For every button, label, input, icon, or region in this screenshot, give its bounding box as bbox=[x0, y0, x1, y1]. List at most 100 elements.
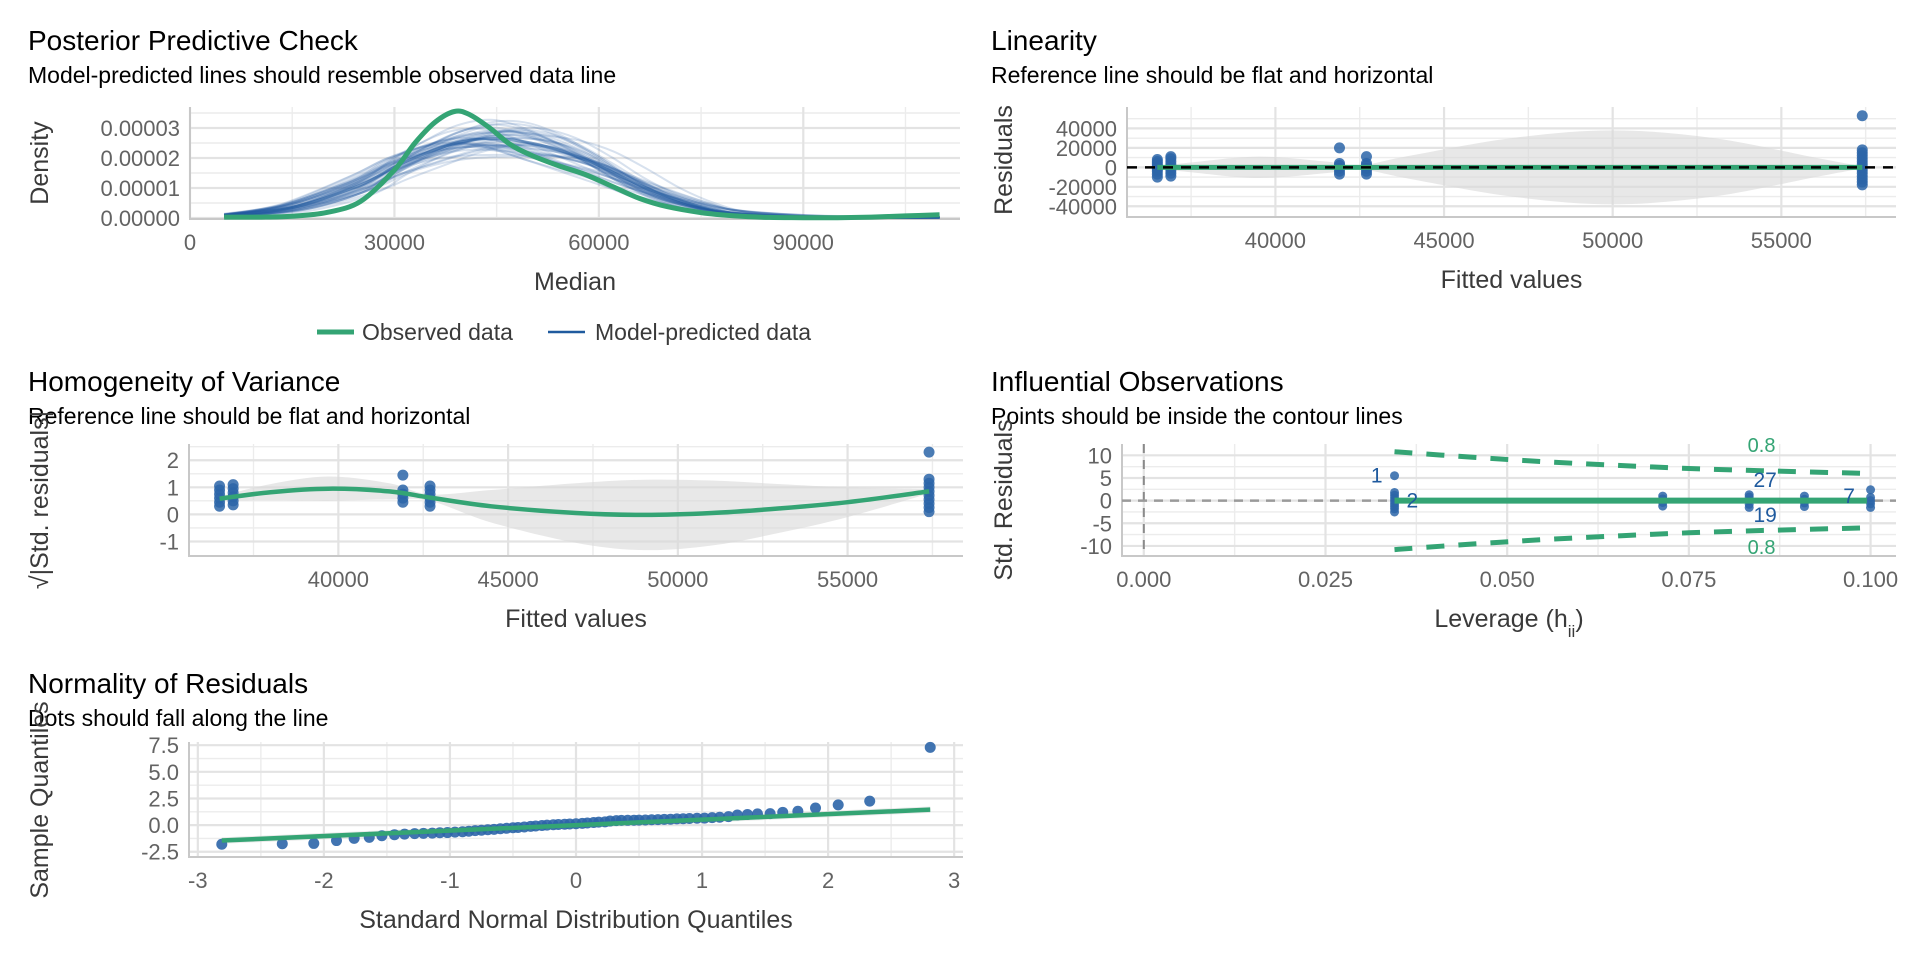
residual-point bbox=[227, 479, 239, 491]
residual-point bbox=[1151, 154, 1163, 166]
observation-label: 2 bbox=[1407, 490, 1419, 513]
x-tick-label: 45000 bbox=[478, 567, 539, 592]
y-tick-label: 10 bbox=[1088, 443, 1112, 468]
y-tick-label: -1 bbox=[159, 529, 179, 554]
residual-point bbox=[397, 469, 409, 481]
x-axis-label: Standard Normal Distribution Quantiles bbox=[359, 906, 793, 934]
y-tick-label: 0.0 bbox=[148, 813, 179, 838]
qq-point bbox=[832, 799, 844, 811]
x-tick-label: 50000 bbox=[1582, 228, 1643, 253]
x-tick-label: 1 bbox=[696, 868, 708, 893]
contour-label-upper: 0.8 bbox=[1748, 435, 1776, 457]
x-tick-label: 0.025 bbox=[1298, 567, 1353, 592]
x-tick-label: 0.000 bbox=[1116, 567, 1171, 592]
predicted-density-line bbox=[223, 118, 940, 219]
y-tick-label: 0.00001 bbox=[100, 176, 180, 201]
predicted-density-line bbox=[223, 131, 940, 218]
influential-subtitle: Points should be inside the contour line… bbox=[991, 403, 1403, 429]
contour-label-lower: 0.8 bbox=[1748, 537, 1776, 559]
homogeneity-subtitle: Reference line should be flat and horizo… bbox=[28, 403, 470, 429]
x-tick-label: 60000 bbox=[568, 230, 629, 255]
qq-point bbox=[810, 802, 822, 814]
x-tick-label: 0.100 bbox=[1843, 567, 1898, 592]
x-tick-label: 3 bbox=[948, 868, 960, 893]
x-tick-label: 55000 bbox=[1751, 228, 1812, 253]
x-tick-label: 50000 bbox=[647, 567, 708, 592]
normality-subtitle: Dots should fall along the line bbox=[28, 705, 328, 731]
linearity-panel: 40000 45000 50000 55000-40000-2000002000040… bbox=[990, 105, 1896, 294]
y-tick-label: 20000 bbox=[1056, 136, 1117, 161]
x-axis-label-subscript: ii bbox=[1568, 622, 1576, 641]
y-tick-label: -5 bbox=[1092, 511, 1112, 536]
predicted-density-line bbox=[223, 123, 940, 219]
qq-point bbox=[276, 838, 288, 850]
x-tick-label: 0 bbox=[570, 868, 582, 893]
influential-title: Influential Observations bbox=[991, 366, 1284, 397]
y-tick-label: 0 bbox=[1105, 155, 1117, 180]
linearity-title: Linearity bbox=[991, 25, 1097, 56]
y-tick-label: -20000 bbox=[1048, 175, 1117, 200]
residual-point bbox=[214, 480, 226, 492]
qq-point bbox=[864, 795, 876, 807]
observation-point bbox=[1390, 471, 1400, 481]
x-tick-label: 0.050 bbox=[1480, 567, 1535, 592]
observation-label: 7 bbox=[1843, 485, 1855, 508]
x-tick-label: 40000 bbox=[1245, 228, 1306, 253]
y-tick-label: 0.00000 bbox=[100, 206, 180, 231]
observation-label: 19 bbox=[1754, 504, 1777, 527]
cooks-contour-upper bbox=[1394, 449, 1867, 476]
residual-point bbox=[1856, 110, 1868, 122]
y-tick-label: 2.5 bbox=[148, 786, 179, 811]
qq-point bbox=[308, 837, 320, 849]
linearity-subtitle: Reference line should be flat and horizo… bbox=[991, 62, 1433, 88]
y-tick-label: 0.00002 bbox=[100, 146, 180, 171]
homogeneity-title: Homogeneity of Variance bbox=[28, 366, 340, 397]
x-axis-label: Median bbox=[534, 268, 616, 296]
residual-point bbox=[1165, 151, 1177, 163]
x-axis-label: Leverage (hii) bbox=[1434, 605, 1583, 641]
y-axis-label: Sample Quantiles bbox=[26, 701, 54, 898]
y-tick-label: 0.00003 bbox=[100, 116, 180, 141]
ppc-panel: 0 30000 60000 90000 0.00000 0.00001 0.00002 0.0… bbox=[26, 107, 960, 296]
legend-predicted-label: Model-predicted data bbox=[595, 319, 811, 345]
x-tick-label: 2 bbox=[822, 868, 834, 893]
observation-label: 1 bbox=[1371, 465, 1383, 488]
observation-point bbox=[1866, 492, 1876, 502]
residual-point bbox=[923, 473, 935, 485]
legend-observed-label: Observed data bbox=[362, 319, 513, 345]
ppc-title: Posterior Predictive Check bbox=[28, 25, 359, 56]
y-tick-label: 2 bbox=[167, 448, 179, 473]
ppc-subtitle: Model-predicted lines should resemble ob… bbox=[28, 62, 616, 88]
y-tick-label: 0 bbox=[1100, 489, 1112, 514]
x-tick-label: 40000 bbox=[308, 567, 369, 592]
observation-label: 27 bbox=[1754, 469, 1777, 492]
x-tick-label: 45000 bbox=[1413, 228, 1474, 253]
x-tick-label: -1 bbox=[440, 868, 460, 893]
residual-point bbox=[424, 480, 436, 492]
x-tick-label: 0.075 bbox=[1661, 567, 1716, 592]
x-tick-label: 30000 bbox=[364, 230, 425, 255]
residual-point bbox=[923, 446, 935, 458]
y-axis-label: Density bbox=[26, 121, 54, 205]
y-tick-label: 5.0 bbox=[148, 760, 179, 785]
y-tick-label: 5 bbox=[1100, 466, 1112, 491]
x-tick-label: -3 bbox=[188, 868, 208, 893]
y-tick-label: 0 bbox=[167, 502, 179, 527]
x-axis-label: Fitted values bbox=[1441, 266, 1583, 294]
ppc-legend: Observed data Model-predicted data bbox=[317, 319, 811, 345]
predicted-density-line bbox=[223, 122, 940, 219]
cooks-contour-lower bbox=[1394, 525, 1867, 553]
y-tick-label: 1 bbox=[167, 475, 179, 500]
predicted-density-line bbox=[223, 119, 940, 219]
y-tick-label: 40000 bbox=[1056, 116, 1117, 141]
observation-point bbox=[1866, 485, 1876, 495]
x-tick-label: 55000 bbox=[817, 567, 878, 592]
residual-point bbox=[1360, 151, 1372, 163]
observation-point bbox=[1390, 487, 1400, 497]
x-tick-label: 90000 bbox=[773, 230, 834, 255]
normality-title: Normality of Residuals bbox=[28, 668, 308, 699]
y-axis-label: Residuals bbox=[990, 105, 1018, 215]
qq-reference-line bbox=[221, 807, 931, 843]
